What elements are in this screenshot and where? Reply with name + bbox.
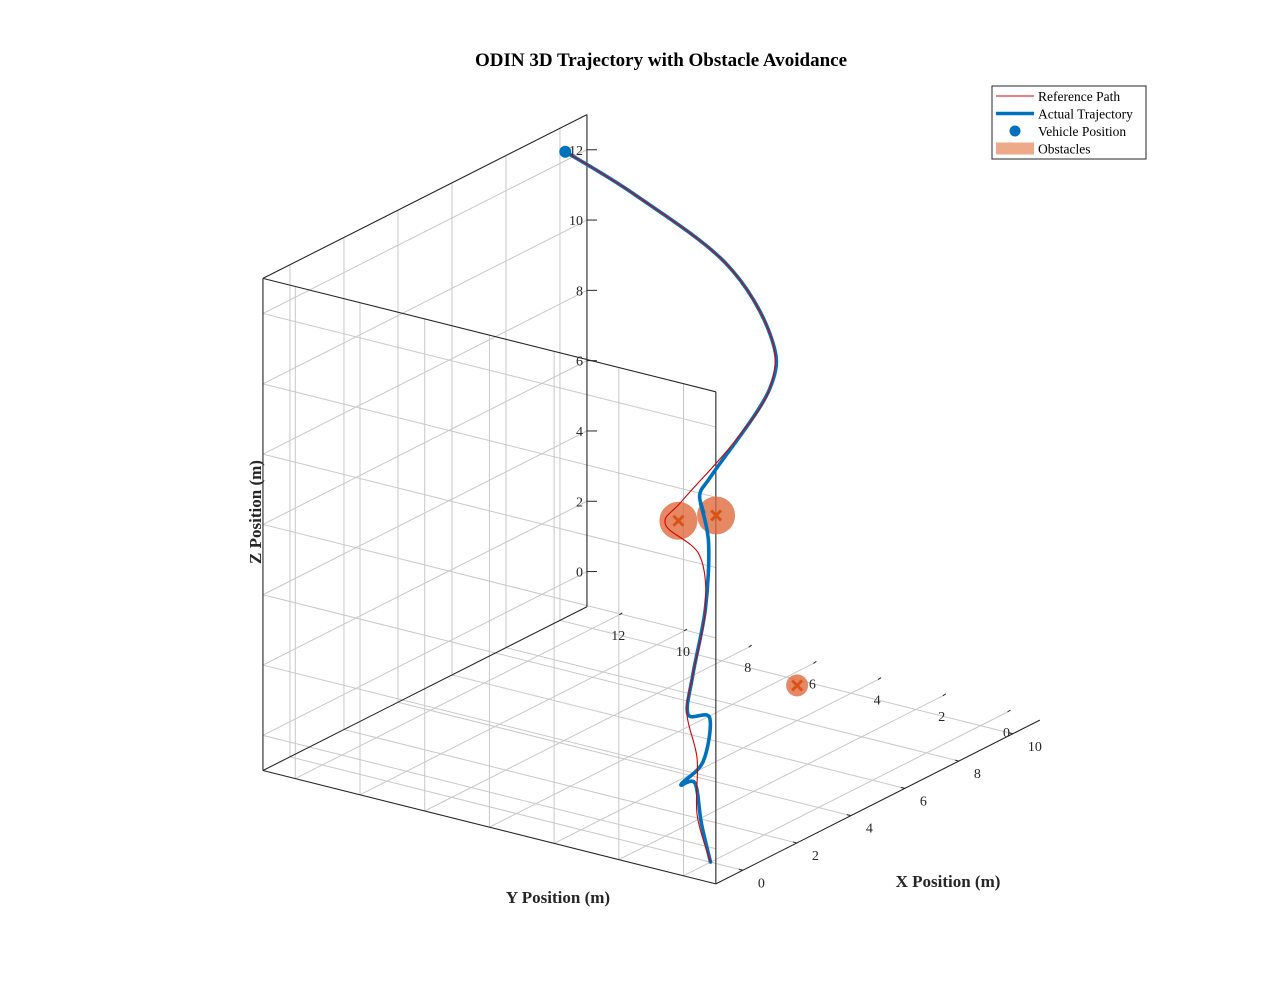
legend-label: Reference Path (1038, 89, 1120, 104)
legend-label: Vehicle Position (1038, 124, 1126, 139)
z-tick-label: 6 (576, 355, 583, 370)
y-tick-label: 4 (874, 694, 881, 709)
x-axis-label: X Position (m) (896, 872, 1001, 891)
y-tick-label: 2 (938, 710, 945, 725)
x-tick-mark (1008, 732, 1013, 735)
z-tick-label: 10 (569, 214, 583, 229)
grid-line-floor-y (618, 695, 944, 861)
grid-line-back-z (262, 360, 588, 525)
grid-line-floor-y (489, 662, 814, 828)
legend-swatch-obstacles (996, 142, 1034, 155)
axes-edge (715, 719, 1041, 885)
y-tick-mark (813, 660, 817, 664)
grid-layer (262, 128, 1013, 877)
axes-edge (262, 769, 716, 885)
x-tick-label: 6 (920, 794, 927, 809)
x-tick-mark (900, 786, 905, 789)
axes-edge (262, 277, 716, 393)
chart-title: ODIN 3D Trajectory with Obstacle Avoidan… (475, 50, 847, 71)
legend-box (991, 85, 1147, 160)
grid-line-floor-y (683, 711, 1008, 877)
y-axis-label: Y Position (m) (506, 888, 610, 907)
z-tick-label: 0 (576, 566, 583, 581)
x-tick-mark (846, 814, 851, 817)
y-tick-mark (683, 628, 688, 632)
reference-path-line (565, 151, 776, 863)
x-tick-label: 8 (974, 767, 981, 782)
grid-line-side-z (262, 734, 716, 850)
legend-swatch-vehicle (1009, 125, 1021, 137)
y-tick-mark (1007, 709, 1011, 713)
axes-edge (262, 606, 588, 771)
x-tick-mark (954, 759, 959, 762)
x-tick-label: 10 (1028, 740, 1042, 755)
legend: Reference Path Actual Trajectory Vehicle P… (991, 85, 1147, 160)
legend-label: Obstacles (1038, 142, 1090, 157)
obstacle-center-marker (710, 509, 723, 522)
obstacle-center-marker (672, 514, 685, 527)
grid-line-back-z (262, 219, 588, 385)
y-tick-mark (748, 644, 752, 648)
grid-line-back-z (262, 571, 588, 736)
y-tick-label: 6 (809, 677, 816, 692)
grid-line-floor-y (359, 630, 685, 796)
grid-line-back-z (262, 500, 588, 666)
grid-line-side-z (262, 313, 716, 428)
grid-line-side-z (262, 664, 716, 779)
y-tick-label: 12 (611, 629, 625, 644)
grid-line-back-z (262, 430, 588, 596)
ticks-layer: 0 2 4 6 8 10 0 2 4 6 8 10 12 0 2 4 6 8 10 12 (569, 144, 1042, 892)
z-tick-label: 2 (576, 495, 583, 510)
grid-line-side-z (262, 383, 716, 498)
z-tick-label: 4 (576, 425, 583, 440)
x-tick-mark (792, 841, 797, 844)
axes-box (262, 114, 1041, 885)
vehicle-position-marker (559, 145, 572, 158)
grid-line-back-z (262, 149, 588, 314)
y-tick-label: 10 (676, 645, 690, 660)
y-tick-mark (619, 612, 623, 616)
z-tick-label: 12 (569, 144, 583, 159)
paths-layer (559, 145, 779, 864)
grid-line-side-z (262, 523, 716, 639)
y-tick-label: 8 (744, 661, 751, 676)
obstacle-center-marker (791, 679, 804, 692)
x-tick-label: 2 (812, 849, 819, 864)
x-tick-label: 4 (866, 822, 873, 837)
z-tick-label: 8 (576, 284, 583, 299)
z-axis-label: Z Position (m) (246, 460, 265, 564)
x-tick-mark (738, 868, 743, 871)
grid-line-side-z (262, 453, 716, 569)
x-tick-label: 0 (758, 876, 765, 891)
grid-line-back-z (262, 289, 588, 455)
grid-line-side-z (262, 594, 716, 709)
y-tick-label: 0 (1003, 726, 1010, 741)
legend-label: Actual Trajectory (1038, 107, 1133, 122)
y-tick-mark (877, 677, 882, 681)
axes-edge (262, 114, 588, 279)
y-tick-mark (942, 693, 947, 697)
grid-line-floor-y (295, 614, 620, 780)
